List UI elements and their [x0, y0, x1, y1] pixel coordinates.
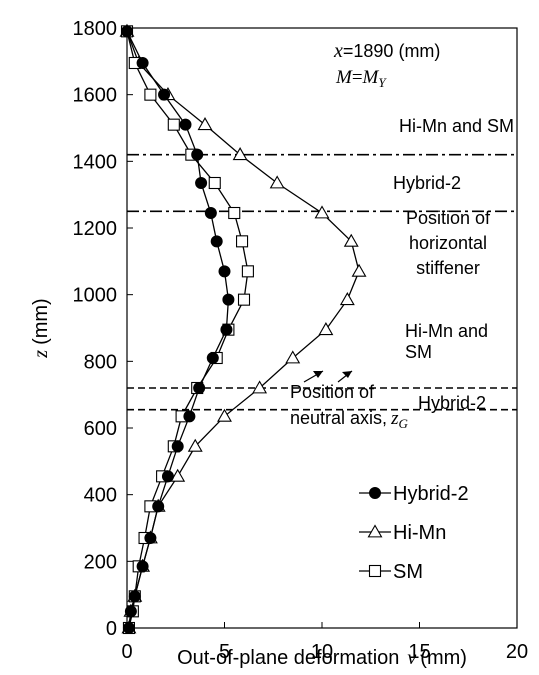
- data-point-hybrid-2: [158, 88, 171, 101]
- data-point-hi-mn: [339, 292, 355, 306]
- data-point-hi-mn: [170, 468, 186, 482]
- legend-label-sm: SM: [393, 561, 423, 583]
- data-point-sm: [167, 118, 180, 131]
- data-point-hybrid-2: [218, 265, 231, 278]
- x-axis-label: Out-of-plane deformation v (mm): [177, 647, 467, 669]
- axis-ticks: 0 5 10 15 2002004006008001000120014001600180…: [73, 18, 529, 663]
- data-point-hybrid-2: [161, 470, 174, 483]
- annotation-moment: M=MY: [335, 67, 387, 90]
- data-point-hybrid-2: [195, 177, 208, 189]
- data-point-hybrid-2: [124, 605, 137, 618]
- x-tick-label: 20: [506, 641, 528, 663]
- y-tick-label: 400: [84, 485, 117, 507]
- x-tick-label: 15: [408, 641, 430, 663]
- data-point-sm: [236, 235, 249, 248]
- data-point-hybrid-2: [204, 207, 217, 219]
- annotation-himn-sm-bottom-1: Hi-Mn and: [405, 321, 488, 341]
- series-line-sm: [126, 31, 249, 629]
- data-point-hybrid-2: [128, 590, 141, 603]
- data-point-hi-mn: [318, 322, 334, 336]
- annotation-x-position: x=1890 (mm): [333, 40, 440, 62]
- legend-marker-hybrid-2: [369, 487, 381, 499]
- data-point-sm: [144, 88, 157, 101]
- data-point-hi-mn: [232, 147, 248, 161]
- data-point-hybrid-2: [206, 352, 219, 364]
- data-point-hybrid-2: [220, 323, 233, 336]
- y-tick-label: 200: [84, 551, 117, 573]
- y-tick-label: 1200: [73, 218, 118, 240]
- data-point-hi-mn: [217, 408, 232, 422]
- y-tick-label: 1600: [73, 85, 118, 107]
- data-point-sm: [241, 265, 254, 278]
- y-tick-label: 1400: [73, 151, 118, 173]
- y-tick-label: 0: [106, 618, 117, 640]
- legend-label-hi-mn: Hi-Mn: [393, 522, 446, 544]
- data-point-hybrid-2: [171, 440, 184, 453]
- data-point-hybrid-2: [179, 118, 192, 131]
- data-point-hybrid-2: [193, 382, 206, 394]
- data-point-hi-mn: [285, 350, 301, 364]
- annotation-stiffener-3: stiffener: [416, 258, 480, 278]
- legend-item-hybrid-2: Hybrid-2: [359, 483, 469, 505]
- data-point-hybrid-2: [121, 25, 133, 38]
- series-hybrid-2: [121, 25, 235, 634]
- data-point-hi-mn: [187, 438, 203, 452]
- neutral-axis-arrows: [303, 370, 353, 383]
- data-point-hybrid-2: [152, 500, 165, 513]
- data-point-hybrid-2: [191, 148, 204, 161]
- annotation-hybrid-top: Hybrid-2: [393, 173, 461, 193]
- legend: Hybrid-2 Hi-Mn SM: [359, 483, 469, 583]
- data-point-hybrid-2: [183, 410, 196, 423]
- y-axis-label: z(mm): [30, 298, 52, 358]
- series-line-hybrid-2: [126, 31, 230, 629]
- data-point-hi-mn: [351, 263, 367, 277]
- legend-marker-hi-mn: [367, 524, 383, 538]
- data-point-hybrid-2: [136, 57, 149, 69]
- x-tick-label: 5: [219, 641, 230, 663]
- data-point-sm: [208, 176, 221, 190]
- data-point-hybrid-2: [222, 293, 235, 306]
- legend-marker-sm: [368, 564, 382, 578]
- legend-item-hi-mn: Hi-Mn: [359, 522, 446, 544]
- annotation-stiffener-2: horizontal: [409, 233, 487, 253]
- annotation-neutral-1: Position of: [290, 382, 375, 402]
- annotation-neutral-2: neutral axis, zG: [290, 408, 408, 431]
- data-point-hi-mn: [252, 380, 268, 394]
- data-point-hybrid-2: [122, 622, 135, 634]
- data-point-hybrid-2: [144, 532, 157, 544]
- data-point-hi-mn: [197, 117, 213, 131]
- y-tick-label: 1000: [73, 285, 118, 307]
- data-point-sm: [228, 206, 241, 220]
- series-group: [119, 23, 367, 635]
- legend-item-sm: SM: [359, 561, 423, 583]
- y-tick-label: 1800: [73, 18, 118, 40]
- annotation-himn-sm-top: Hi-Mn and SM: [399, 116, 514, 136]
- x-tick-label: 10: [311, 641, 333, 663]
- data-point-sm: [237, 293, 251, 306]
- x-tick-label: 0: [121, 641, 132, 663]
- data-point-hi-mn: [314, 205, 330, 219]
- annotation-stiffener-1: Position of: [406, 208, 491, 228]
- data-point-hybrid-2: [136, 560, 149, 573]
- data-point-hi-mn: [269, 175, 285, 189]
- y-tick-label: 800: [84, 351, 117, 373]
- legend-label-hybrid-2: Hybrid-2: [393, 483, 469, 505]
- data-point-hi-mn: [343, 233, 359, 247]
- annotation-himn-sm-bottom-2: SM: [405, 342, 432, 362]
- annotation-hybrid-bottom: Hybrid-2: [418, 393, 486, 413]
- data-point-hybrid-2: [210, 235, 223, 248]
- series-hi-mn: [119, 23, 367, 634]
- y-tick-label: 600: [84, 418, 117, 440]
- series-sm: [120, 25, 254, 635]
